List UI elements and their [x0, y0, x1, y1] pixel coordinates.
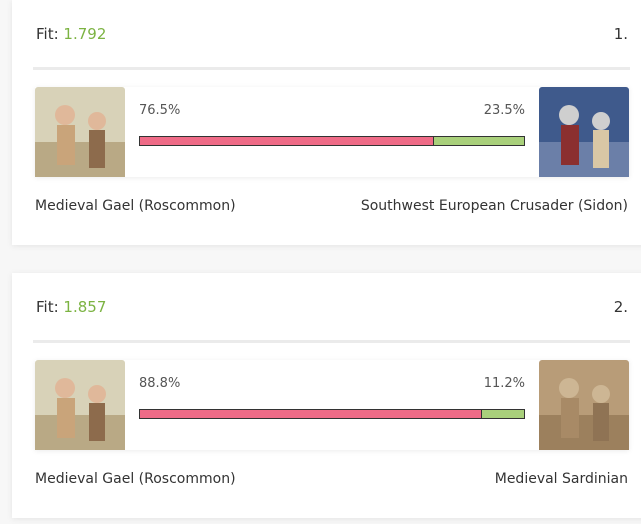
right-percent: 11.2% [483, 376, 525, 391]
right-percent: 23.5% [483, 103, 525, 118]
result-card: Fit: 1.792 1. 76.5% 23.5% Medieval Gael (Ro… [12, 0, 641, 245]
left-name: Medieval Gael (Roscommon) [35, 198, 236, 214]
fit-score: Fit: 1.857 [36, 298, 106, 316]
fit-score: Fit: 1.792 [36, 25, 106, 43]
portrait-art [35, 360, 125, 450]
divider [33, 67, 630, 70]
left-name: Medieval Gael (Roscommon) [35, 471, 236, 487]
fit-label: Fit: [36, 298, 59, 316]
fit-value: 1.792 [63, 25, 107, 43]
right-bar [433, 136, 525, 146]
portrait-art [539, 87, 629, 177]
portrait-image [539, 87, 629, 177]
fit-label: Fit: [36, 25, 59, 43]
right-name: Medieval Sardinian [494, 471, 628, 487]
result-card: Fit: 1.857 2. 88.8% 11.2% Medieval Gael (Ro… [12, 273, 641, 518]
rank: 2. [613, 298, 628, 316]
left-bar [139, 136, 435, 146]
right-bar [480, 409, 525, 419]
left-percent: 88.8% [139, 376, 181, 391]
left-bar [139, 409, 482, 419]
portrait-art [35, 87, 125, 177]
portrait-image [539, 360, 629, 450]
composition-panel [35, 87, 629, 177]
rank: 1. [613, 25, 628, 43]
fit-value: 1.857 [63, 298, 107, 316]
divider [33, 340, 630, 343]
portrait-image [35, 360, 125, 450]
left-percent: 76.5% [139, 103, 181, 118]
portrait-image [35, 87, 125, 177]
right-name: Southwest European Crusader (Sidon) [360, 198, 628, 214]
portrait-art [539, 360, 629, 450]
composition-panel [35, 360, 629, 450]
